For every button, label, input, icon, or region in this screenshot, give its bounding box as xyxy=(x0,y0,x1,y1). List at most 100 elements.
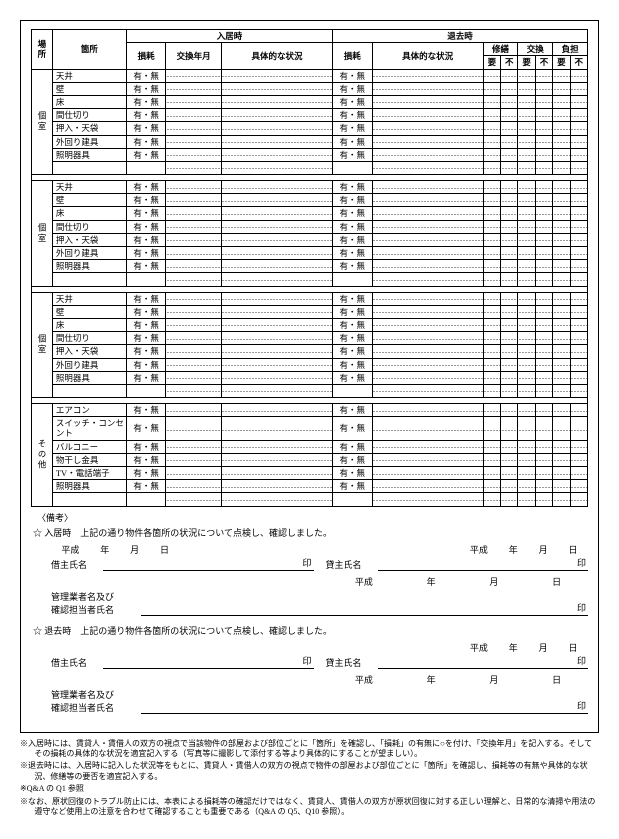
dot-cell xyxy=(483,371,500,384)
y: 年 xyxy=(427,673,436,686)
dot-cell xyxy=(535,440,552,453)
item-label: バルコニー xyxy=(52,440,126,453)
wear-in: 有・無 xyxy=(126,135,165,148)
item-label: エアコン xyxy=(52,404,126,417)
wear-out: 有・無 xyxy=(333,358,372,371)
dot-cell xyxy=(501,493,518,506)
cond-out xyxy=(372,82,483,95)
dot-cell xyxy=(518,417,535,440)
dot-cell xyxy=(570,384,587,397)
dot-cell xyxy=(570,493,587,506)
dot-cell xyxy=(535,69,552,82)
hdr-no: 不 xyxy=(535,56,552,69)
cond-in xyxy=(221,148,332,161)
dot-cell xyxy=(483,122,500,135)
item-label: 押入・天袋 xyxy=(52,122,126,135)
table-header: 場 所 箇所 入居時 退去時 損耗 交換年月 具体的な状況 損耗 具体的な状況 … xyxy=(32,30,588,70)
cond-in xyxy=(221,82,332,95)
wear-out: 有・無 xyxy=(333,260,372,273)
item-label: 照明器具 xyxy=(52,260,126,273)
cond-in xyxy=(221,95,332,108)
dot-cell xyxy=(553,332,570,345)
manager-label: 管理業者名及び 確認担当者氏名 xyxy=(51,590,141,616)
m: 月 xyxy=(539,543,548,556)
wear-out: 有・無 xyxy=(333,332,372,345)
replace-ym xyxy=(166,358,222,371)
item-label: 押入・天袋 xyxy=(52,345,126,358)
blank xyxy=(333,273,372,286)
cond-out xyxy=(372,417,483,440)
cond-in xyxy=(221,305,332,318)
dot-cell xyxy=(518,371,535,384)
d: 日 xyxy=(552,673,561,686)
dot-cell xyxy=(483,194,500,207)
wear-out: 有・無 xyxy=(333,440,372,453)
wear-out: 有・無 xyxy=(333,480,372,493)
dot-cell xyxy=(553,161,570,174)
cond-out xyxy=(372,467,483,480)
manager-sign-line: 印 xyxy=(141,604,588,616)
cond-in xyxy=(221,220,332,233)
wear-in: 有・無 xyxy=(126,82,165,95)
dot-cell xyxy=(570,122,587,135)
dot-cell xyxy=(570,148,587,161)
item-label: スイッチ・コンセント xyxy=(52,417,126,440)
replace-ym xyxy=(166,371,222,384)
hdr-burden: 負担 xyxy=(553,43,588,56)
dot-cell xyxy=(518,69,535,82)
m: 月 xyxy=(130,543,139,556)
cond-out xyxy=(372,292,483,305)
cond-out xyxy=(372,148,483,161)
dot-cell xyxy=(501,453,518,466)
cond-out xyxy=(372,181,483,194)
dot-cell xyxy=(535,220,552,233)
dot-cell xyxy=(501,220,518,233)
dot-cell xyxy=(553,453,570,466)
dot-cell xyxy=(483,109,500,122)
item-label: 壁 xyxy=(52,82,126,95)
dot-cell xyxy=(570,181,587,194)
dot-cell xyxy=(518,194,535,207)
dot-cell xyxy=(501,480,518,493)
dot-cell xyxy=(535,467,552,480)
wear-out: 有・無 xyxy=(333,305,372,318)
dot-cell xyxy=(518,109,535,122)
blank xyxy=(126,493,165,506)
dot-cell xyxy=(483,148,500,161)
hdr-replaceym: 交換年月 xyxy=(166,43,222,69)
blank xyxy=(372,161,483,174)
item-label: 天井 xyxy=(52,292,126,305)
replace-ym xyxy=(166,194,222,207)
blank xyxy=(221,493,332,506)
blank xyxy=(52,384,126,397)
cond-in xyxy=(221,453,332,466)
dot-cell xyxy=(570,109,587,122)
dot-cell xyxy=(553,194,570,207)
item-label: 外回り建具 xyxy=(52,358,126,371)
footnotes: ※入居時には、賃貸人・賃借人の双方の視点で当該物件の部屋および部位ごとに「箇所」… xyxy=(20,739,599,818)
seal: 印 xyxy=(577,654,586,667)
dot-cell xyxy=(518,292,535,305)
blank xyxy=(221,273,332,286)
wear-in: 有・無 xyxy=(126,404,165,417)
blank xyxy=(372,384,483,397)
item-label: 壁 xyxy=(52,305,126,318)
wear-in: 有・無 xyxy=(126,417,165,440)
dot-cell xyxy=(570,305,587,318)
dot-cell xyxy=(501,305,518,318)
dot-cell xyxy=(570,453,587,466)
item-label: TV・電話端子 xyxy=(52,467,126,480)
dot-cell xyxy=(501,194,518,207)
replace-ym xyxy=(166,305,222,318)
dot-cell xyxy=(535,404,552,417)
dot-cell xyxy=(518,273,535,286)
dot-cell xyxy=(483,260,500,273)
wear-out: 有・無 xyxy=(333,467,372,480)
wear-in: 有・無 xyxy=(126,233,165,246)
dot-cell xyxy=(501,260,518,273)
replace-ym xyxy=(166,480,222,493)
blank xyxy=(166,273,222,286)
dot-cell xyxy=(518,95,535,108)
dot-cell xyxy=(518,122,535,135)
dot-cell xyxy=(501,207,518,220)
